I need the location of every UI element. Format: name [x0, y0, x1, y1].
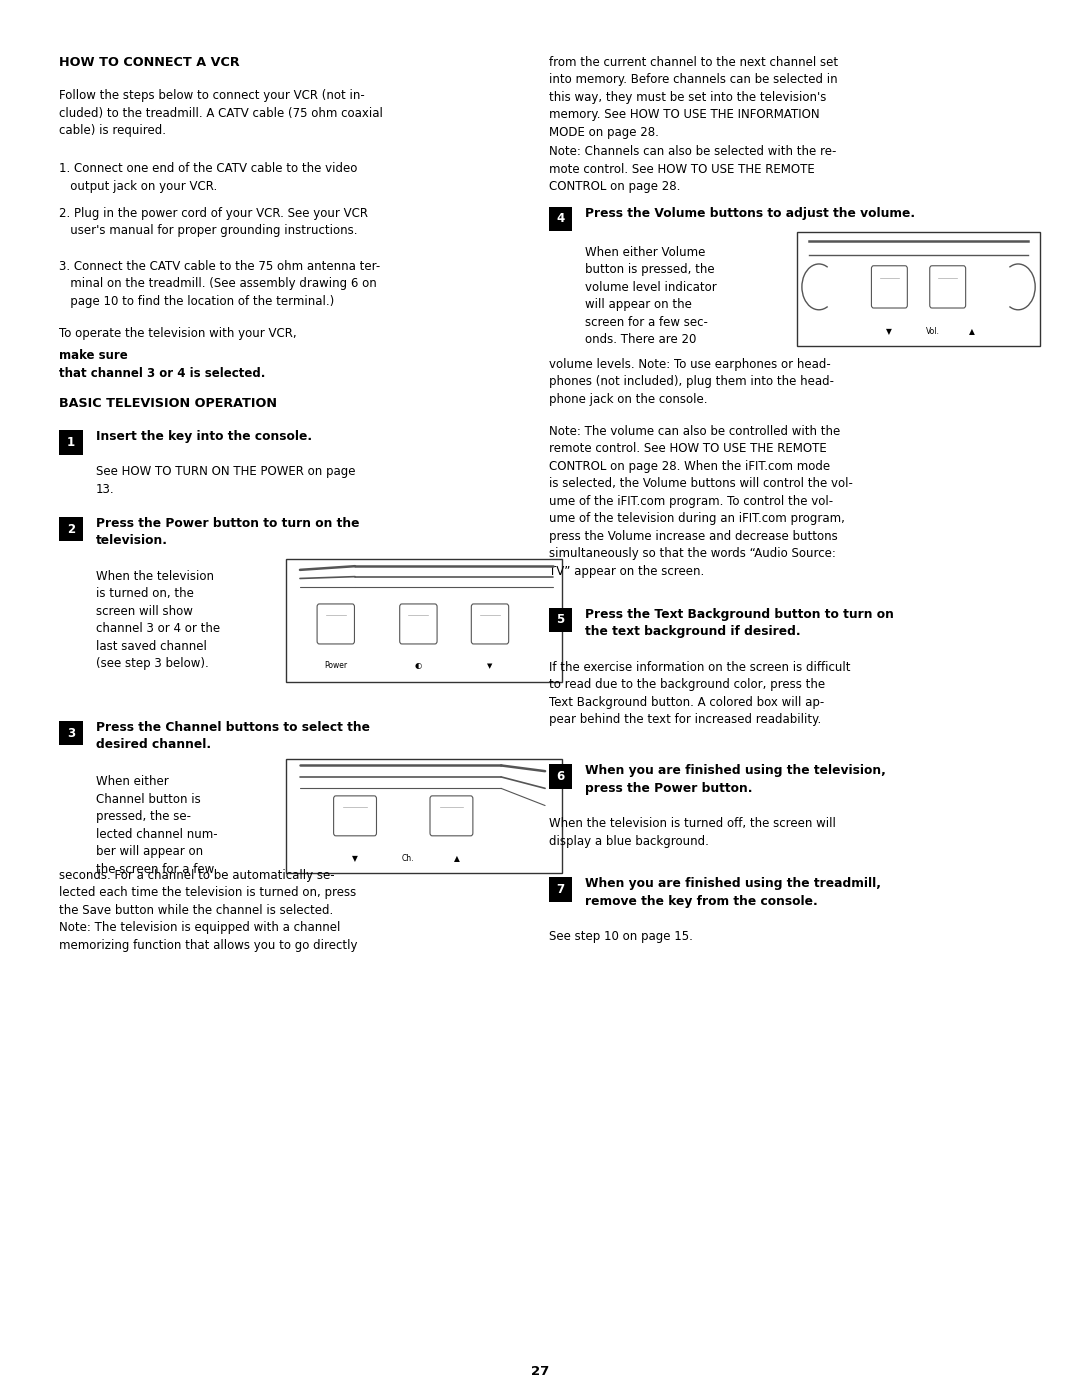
FancyBboxPatch shape	[430, 796, 473, 835]
Text: Vol.: Vol.	[927, 327, 940, 337]
Text: Ch.: Ch.	[401, 854, 414, 863]
Text: seconds. For a channel to be automatically se-
lected each time the television i: seconds. For a channel to be automatical…	[59, 869, 357, 951]
Text: 1. Connect one end of the CATV cable to the video
   output jack on your VCR.: 1. Connect one end of the CATV cable to …	[59, 162, 357, 193]
Text: ◐: ◐	[415, 661, 422, 671]
Text: Follow the steps below to connect your VCR (not in-
cluded) to the treadmill. A : Follow the steps below to connect your V…	[59, 89, 383, 137]
Text: When you are finished using the television,
press the Power button.: When you are finished using the televisi…	[585, 764, 887, 795]
Text: ▼: ▼	[352, 854, 357, 863]
Bar	[797, 232, 1040, 346]
FancyBboxPatch shape	[334, 796, 377, 835]
Bar	[549, 608, 572, 631]
FancyBboxPatch shape	[318, 604, 354, 644]
Text: If the exercise information on the screen is difficult
to read due to the backgr: If the exercise information on the scree…	[549, 661, 850, 726]
Text: Press the Power button to turn on the
television.: Press the Power button to turn on the te…	[96, 517, 360, 548]
Text: Insert the key into the console.: Insert the key into the console.	[96, 430, 312, 443]
Bar	[59, 721, 83, 746]
Text: See HOW TO TURN ON THE POWER on page
13.: See HOW TO TURN ON THE POWER on page 13.	[96, 465, 355, 496]
Text: 2. Plug in the power cord of your VCR. See your VCR
   user's manual for proper : 2. Plug in the power cord of your VCR. S…	[59, 207, 368, 237]
Text: Press the Volume buttons to adjust the volume.: Press the Volume buttons to adjust the v…	[585, 207, 916, 219]
Text: from the current channel to the next channel set
into memory. Before channels ca: from the current channel to the next cha…	[549, 56, 838, 138]
Text: Note: Channels can also be selected with the re-
mote control. See HOW TO USE TH: Note: Channels can also be selected with…	[549, 145, 836, 193]
Text: See step 10 on page 15.: See step 10 on page 15.	[549, 930, 692, 943]
Text: 1: 1	[67, 436, 76, 448]
Bar	[286, 759, 562, 873]
Text: ▲: ▲	[969, 327, 975, 337]
Text: 6: 6	[556, 770, 565, 782]
Text: HOW TO CONNECT A VCR: HOW TO CONNECT A VCR	[59, 56, 240, 68]
Text: When you are finished using the treadmill,
remove the key from the console.: When you are finished using the treadmil…	[585, 877, 881, 908]
Text: When the television
is turned on, the
screen will show
channel 3 or 4 or the
las: When the television is turned on, the sc…	[96, 570, 220, 671]
Text: 4: 4	[556, 212, 565, 225]
Text: make sure
that channel 3 or 4 is selected.: make sure that channel 3 or 4 is selecte…	[59, 349, 266, 380]
Text: When the television is turned off, the screen will
display a blue background.: When the television is turned off, the s…	[549, 817, 836, 848]
Text: ▼: ▼	[887, 327, 892, 337]
Text: 3. Connect the CATV cable to the 75 ohm antenna ter-
   minal on the treadmill. : 3. Connect the CATV cable to the 75 ohm …	[59, 260, 380, 307]
Text: Press the Text Background button to turn on
the text background if desired.: Press the Text Background button to turn…	[585, 608, 894, 638]
FancyBboxPatch shape	[400, 604, 437, 644]
Text: When either
Channel button is
pressed, the se-
lected channel num-
ber will appe: When either Channel button is pressed, t…	[96, 775, 218, 876]
Text: When either Volume
button is pressed, the
volume level indicator
will appear on : When either Volume button is pressed, th…	[585, 246, 717, 346]
Text: 7: 7	[556, 883, 565, 895]
Text: volume levels. Note: To use earphones or head-
phones (not included), plug them : volume levels. Note: To use earphones or…	[549, 358, 834, 405]
Bar	[549, 207, 572, 232]
Bar	[286, 559, 562, 682]
Text: Note: The volume can also be controlled with the
remote control. See HOW TO USE : Note: The volume can also be controlled …	[549, 425, 852, 578]
Text: 27: 27	[531, 1365, 549, 1379]
Text: 2: 2	[67, 522, 76, 535]
Text: BASIC TELEVISION OPERATION: BASIC TELEVISION OPERATION	[59, 397, 278, 409]
Text: To operate the television with your VCR,: To operate the television with your VCR,	[59, 327, 300, 339]
Text: 5: 5	[556, 613, 565, 626]
Text: ▼: ▼	[487, 662, 492, 669]
Bar	[59, 517, 83, 541]
Bar	[549, 877, 572, 902]
FancyBboxPatch shape	[471, 604, 509, 644]
FancyBboxPatch shape	[872, 265, 907, 307]
Text: ▲: ▲	[454, 854, 460, 863]
Text: Press the Channel buttons to select the
desired channel.: Press the Channel buttons to select the …	[96, 721, 370, 752]
Text: Power: Power	[324, 661, 348, 671]
FancyBboxPatch shape	[930, 265, 966, 307]
Text: 3: 3	[67, 726, 76, 739]
Bar	[549, 764, 572, 788]
Bar	[59, 430, 83, 455]
